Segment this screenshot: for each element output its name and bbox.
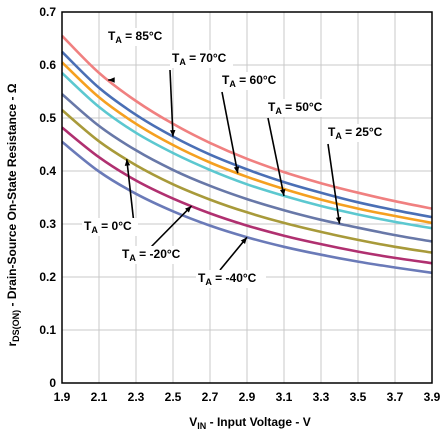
- callout-arrowhead-2: [233, 166, 240, 174]
- callout-arrow-7: [219, 236, 248, 271]
- y-tick-label: 0.3: [39, 217, 56, 231]
- series-label-2: TA = 60°C: [222, 73, 277, 89]
- x-tick-label: 1.9: [54, 390, 71, 404]
- callout-arrowhead-4: [335, 216, 342, 224]
- x-tick-label: 2.7: [202, 390, 219, 404]
- x-tick-label: 3.7: [387, 390, 404, 404]
- curves: [61, 34, 433, 275]
- y-tick-label: 0.7: [39, 5, 56, 19]
- series-line-0: [61, 34, 433, 210]
- callout-bg-4: [326, 124, 389, 142]
- callout-bg-5: [82, 218, 138, 236]
- series-line-2: [61, 61, 433, 225]
- series-label-5: TA = 0°C: [84, 219, 132, 235]
- series-label-4: TA = 25°C: [328, 125, 383, 141]
- y-tick-label: 0.2: [39, 270, 56, 284]
- x-tick-label: 3.5: [350, 390, 367, 404]
- x-axis-title: VIN - Input Voltage - V: [189, 415, 310, 431]
- callout-bg-0: [106, 28, 169, 46]
- callout-bg-3: [266, 99, 329, 117]
- callout-arrowhead-6: [185, 205, 192, 213]
- y-tick-label: 0: [49, 376, 56, 390]
- y-tick-label: 0.6: [39, 58, 56, 72]
- callout-bg-2: [220, 72, 283, 90]
- callout-arrowhead-1: [169, 129, 176, 137]
- series-label-7: TA = -40°C: [198, 271, 257, 287]
- series-line-4: [61, 93, 433, 243]
- callout-arrowhead-7: [240, 237, 247, 244]
- y-tick-label: 0.1: [39, 323, 56, 337]
- y-tick-labels: 0 0.1 0.2 0.3 0.4 0.5 0.6 0.7: [39, 5, 56, 390]
- callout-arrowhead-5: [124, 159, 131, 166]
- callout-arrow-5: [125, 159, 135, 225]
- callout-bg-7: [196, 270, 266, 288]
- series-line-5: [61, 109, 433, 254]
- x-tick-label: 2.9: [239, 390, 256, 404]
- y-tick-label: 0.5: [39, 111, 56, 125]
- callout-arrow-6: [149, 205, 193, 249]
- callout-bg-1: [170, 50, 233, 68]
- series-label-3: TA = 50°C: [268, 100, 323, 116]
- x-tick-label: 3.1: [276, 390, 293, 404]
- series-label-1: TA = 70°C: [172, 51, 227, 67]
- x-tick-label: 2.3: [128, 390, 145, 404]
- series-label-6: TA = -20°C: [122, 247, 181, 263]
- callout-arrow-3: [267, 117, 285, 197]
- series-line-3: [61, 71, 433, 230]
- x-tick-label: 3.3: [313, 390, 330, 404]
- callout-arrow-1: [169, 69, 174, 137]
- series-line-6: [61, 126, 433, 265]
- callout-bg-6: [120, 246, 190, 264]
- x-tick-label: 2.1: [91, 390, 108, 404]
- x-tick-label: 2.5: [165, 390, 182, 404]
- callouts: TA = 85°C TA = 70°C TA = 60°C TA = 50°C TA =…: [82, 28, 389, 288]
- y-axis-title: rDS(ON) - Drain-Source On-State Resistan…: [5, 83, 21, 346]
- x-tick-label: 3.9: [424, 390, 441, 404]
- y-tick-label: 0.4: [39, 164, 56, 178]
- x-tick-labels: 1.9 2.1 2.3 2.5 2.7 2.9 3.1 3.3 3.5 3.7 3.9: [54, 390, 441, 404]
- callout-arrow-2: [221, 91, 239, 174]
- plot-frame: [61, 11, 433, 384]
- series-label-0: TA = 85°C: [108, 29, 163, 45]
- callout-arrowhead-3: [280, 189, 286, 196]
- series-line-1: [61, 50, 433, 219]
- callout-arrow-4: [327, 143, 341, 224]
- series-line-7: [61, 140, 433, 275]
- callout-arrowhead-0: [108, 77, 115, 83]
